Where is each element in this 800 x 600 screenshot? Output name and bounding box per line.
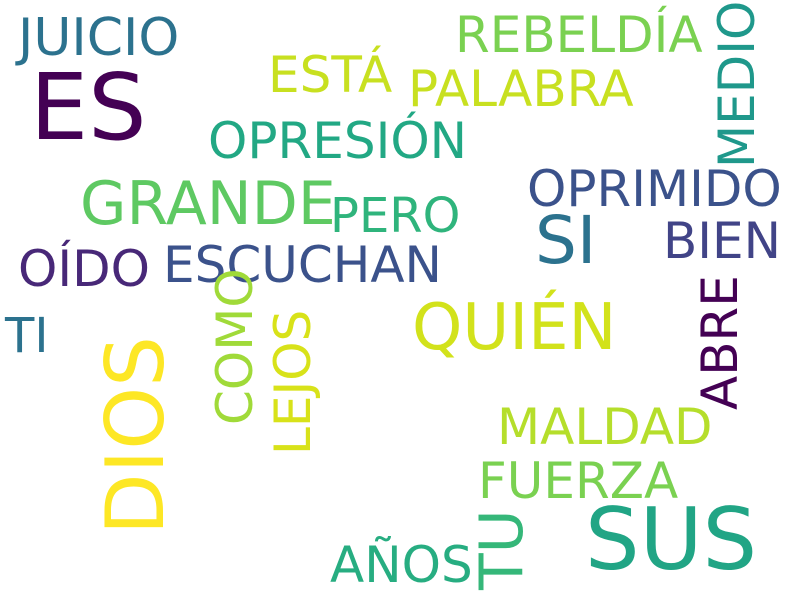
word-esta: ESTÁ (268, 46, 393, 104)
word-dios: DIOS (89, 336, 182, 535)
word-medio: MEDIO (708, 0, 766, 168)
word-opresion: OPRESIÓN (208, 112, 468, 170)
word-ti: TI (5, 308, 49, 364)
word-bien: BIEN (663, 212, 782, 270)
word-abre: ABRE (691, 275, 749, 410)
word-lejos: LEJOS (264, 309, 322, 455)
word-pero: PERO (330, 188, 461, 244)
word-rebeldia: REBELDÍA (455, 6, 703, 64)
word-escuchan: ESCUCHAN (163, 236, 442, 294)
word-oido: OÍDO (18, 240, 150, 298)
word-anos: AÑOS (330, 536, 473, 594)
word-quien: QUIÉN (412, 291, 617, 365)
word-como: COMO (206, 268, 264, 425)
word-sus: SUS (585, 490, 758, 590)
word-palabra: PALABRA (408, 60, 634, 118)
word-tu: TU (467, 509, 537, 590)
word-maldad: MALDAD (497, 398, 713, 456)
word-grande: GRANDE (80, 169, 336, 239)
word-juicio: JUICIO (18, 8, 180, 68)
word-es: ES (30, 54, 147, 161)
word-fuerza: FUERZA (478, 452, 679, 510)
word-oprimido: OPRIMIDO (527, 160, 782, 218)
word-si: SI (535, 202, 597, 279)
